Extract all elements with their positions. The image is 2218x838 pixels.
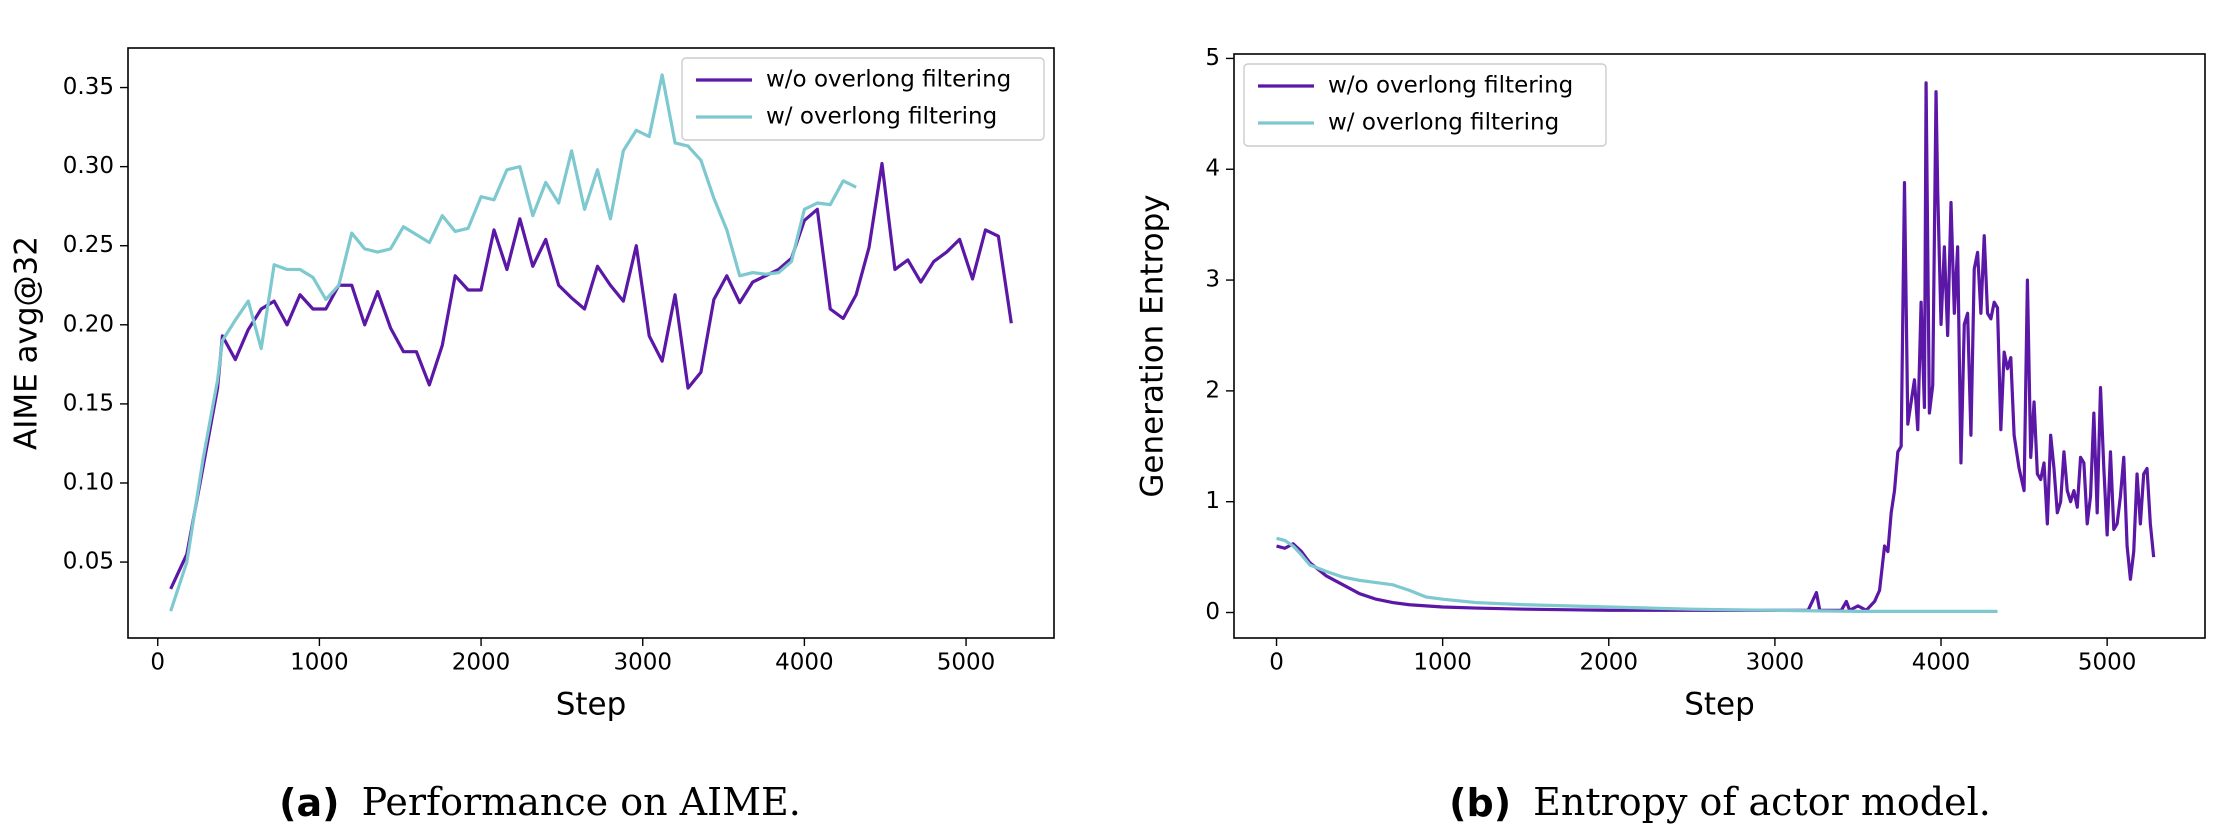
x-tick-label: 5000 [937,650,996,676]
y-axis-label: AIME avg@32 [9,236,45,450]
caption: (b) Entropy of actor model. [1449,780,1991,825]
y-tick-label: 0.05 [63,549,114,575]
y-tick-label: 2 [1205,377,1220,403]
x-tick-label: 2000 [1580,650,1639,676]
y-tick-label: 1 [1205,488,1220,514]
legend-label: w/o overlong filtering [1328,73,1573,99]
legend-label: w/ overlong filtering [766,104,997,130]
legend-label: w/o overlong filtering [766,67,1011,93]
x-tick-label: 2000 [452,650,511,676]
x-tick-label: 3000 [1746,650,1805,676]
x-axis-label: Step [556,687,627,723]
y-tick-label: 0.15 [63,390,114,416]
y-tick-label: 0.25 [63,232,114,258]
y-tick-label: 5 [1205,45,1220,71]
x-tick-label: 4000 [775,650,834,676]
x-tick-label: 5000 [2078,650,2137,676]
y-tick-label: 0.35 [63,74,114,100]
y-tick-label: 4 [1205,156,1220,182]
series-line [1276,81,2156,612]
y-tick-label: 3 [1205,267,1220,293]
x-axis-label: Step [1684,687,1755,723]
series-line [1276,536,1998,613]
y-tick-label: 0.30 [63,153,114,179]
plot-frame [1233,53,2206,639]
y-tick-label: 0.20 [63,311,114,337]
series-line [169,73,857,612]
caption: (a) Performance on AIME. [279,780,801,825]
legend-box [1243,63,1607,147]
caption-label: (b) [1449,781,1511,825]
x-tick-label: 0 [1269,650,1284,676]
caption-text: Performance on AIME. [362,780,801,824]
y-tick-label: 0.10 [63,469,114,495]
series-line [169,161,1013,590]
y-axis-label: Generation Entropy [1135,194,1171,497]
x-tick-label: 0 [150,650,165,676]
legend-box [681,57,1045,141]
plot-frame [127,47,1055,639]
legend-label: w/ overlong filtering [1328,110,1559,136]
x-tick-label: 1000 [290,650,349,676]
x-tick-label: 4000 [1912,650,1971,676]
y-tick-label: 0 [1205,599,1220,625]
x-tick-label: 1000 [1413,650,1472,676]
caption-label: (a) [279,781,339,825]
caption-text: Entropy of actor model. [1533,780,1991,824]
x-tick-label: 3000 [613,650,672,676]
